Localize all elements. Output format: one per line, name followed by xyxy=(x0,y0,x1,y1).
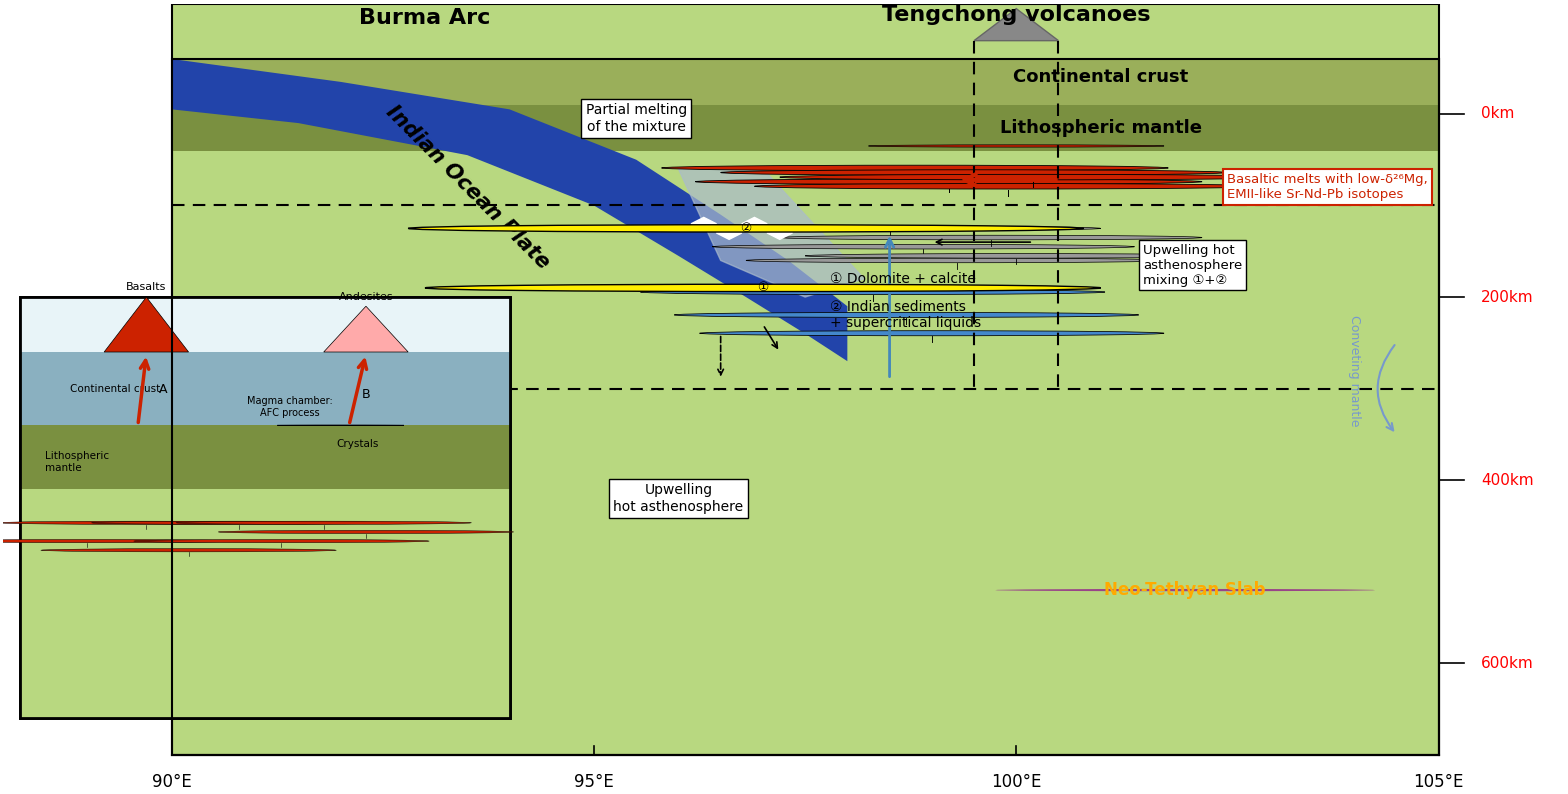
Polygon shape xyxy=(974,9,1058,40)
Circle shape xyxy=(425,284,1101,291)
Text: 0km: 0km xyxy=(1480,106,1515,121)
Polygon shape xyxy=(767,226,792,239)
FancyBboxPatch shape xyxy=(20,297,510,719)
Polygon shape xyxy=(691,218,717,230)
Text: Basalts: Basalts xyxy=(125,283,166,292)
Ellipse shape xyxy=(746,258,1168,263)
Ellipse shape xyxy=(41,549,337,552)
Ellipse shape xyxy=(712,245,1135,249)
Text: Lithospheric
mantle: Lithospheric mantle xyxy=(45,451,110,472)
Polygon shape xyxy=(20,352,510,426)
Ellipse shape xyxy=(662,165,1168,171)
Text: Burma Arc: Burma Arc xyxy=(359,8,491,28)
Text: Crystals: Crystals xyxy=(336,439,379,449)
Ellipse shape xyxy=(754,183,1261,189)
Polygon shape xyxy=(20,297,510,352)
Polygon shape xyxy=(323,306,408,352)
Polygon shape xyxy=(742,218,767,230)
FancyBboxPatch shape xyxy=(171,4,1438,755)
Ellipse shape xyxy=(869,145,1163,147)
Text: 105°E: 105°E xyxy=(1413,773,1463,792)
Ellipse shape xyxy=(640,290,1105,295)
Text: 600km: 600km xyxy=(1480,656,1534,671)
Ellipse shape xyxy=(0,521,295,524)
Text: Indian Ocean Plate: Indian Ocean Plate xyxy=(381,102,554,273)
Polygon shape xyxy=(679,169,864,297)
Text: Upwelling
hot asthenosphere: Upwelling hot asthenosphere xyxy=(613,484,743,514)
Text: Magma chamber:
AFC process: Magma chamber: AFC process xyxy=(248,396,332,418)
Polygon shape xyxy=(20,297,510,325)
Ellipse shape xyxy=(679,226,1101,231)
Polygon shape xyxy=(171,59,1438,105)
Ellipse shape xyxy=(695,179,1203,184)
Text: Continental crust: Continental crust xyxy=(71,384,160,394)
Polygon shape xyxy=(171,105,1438,151)
Ellipse shape xyxy=(91,521,387,524)
Polygon shape xyxy=(20,489,510,719)
Text: Conveting mantle: Conveting mantle xyxy=(1347,314,1361,426)
Text: ② Indian sediments
+ supercritical liquids: ② Indian sediments + supercritical liqui… xyxy=(831,300,982,330)
Text: Lithospheric mantle: Lithospheric mantle xyxy=(1000,118,1201,137)
Text: Continental crust: Continental crust xyxy=(1013,68,1189,87)
Text: Tengchong volcanoes: Tengchong volcanoes xyxy=(883,5,1151,25)
Ellipse shape xyxy=(721,170,1228,175)
Polygon shape xyxy=(20,426,510,489)
Text: B: B xyxy=(362,387,370,401)
Polygon shape xyxy=(103,297,188,352)
Ellipse shape xyxy=(699,331,1163,336)
Ellipse shape xyxy=(674,312,1138,318)
Ellipse shape xyxy=(218,530,514,534)
Ellipse shape xyxy=(779,235,1203,240)
Text: 400km: 400km xyxy=(1480,472,1534,488)
Circle shape xyxy=(408,225,1083,232)
Text: A: A xyxy=(158,384,168,396)
Text: Upwelling hot
asthenosphere
mixing ①+②: Upwelling hot asthenosphere mixing ①+② xyxy=(1143,244,1242,287)
Ellipse shape xyxy=(996,589,1375,592)
Text: Partial melting
of the mixture: Partial melting of the mixture xyxy=(585,103,687,133)
Text: ① Dolomite + calcite: ① Dolomite + calcite xyxy=(831,272,977,286)
Polygon shape xyxy=(717,226,742,239)
Polygon shape xyxy=(171,59,847,361)
Text: Andesites: Andesites xyxy=(339,291,394,302)
Text: ②: ② xyxy=(740,222,751,235)
Text: 100°E: 100°E xyxy=(991,773,1041,792)
Text: ①: ① xyxy=(757,281,768,295)
Ellipse shape xyxy=(0,539,235,542)
Ellipse shape xyxy=(176,521,472,524)
Text: 95°E: 95°E xyxy=(574,773,613,792)
Text: 90°E: 90°E xyxy=(152,773,191,792)
Text: Basaltic melts with low-δ²⁶Mg,
EMII-like Sr-Nd-Pb isotopes: Basaltic melts with low-δ²⁶Mg, EMII-like… xyxy=(1228,173,1428,201)
Ellipse shape xyxy=(804,253,1228,258)
Ellipse shape xyxy=(779,175,1286,180)
Ellipse shape xyxy=(133,539,430,542)
Text: Neo-Tethyan Slab: Neo-Tethyan Slab xyxy=(1104,581,1265,599)
Text: 200km: 200km xyxy=(1480,290,1534,305)
